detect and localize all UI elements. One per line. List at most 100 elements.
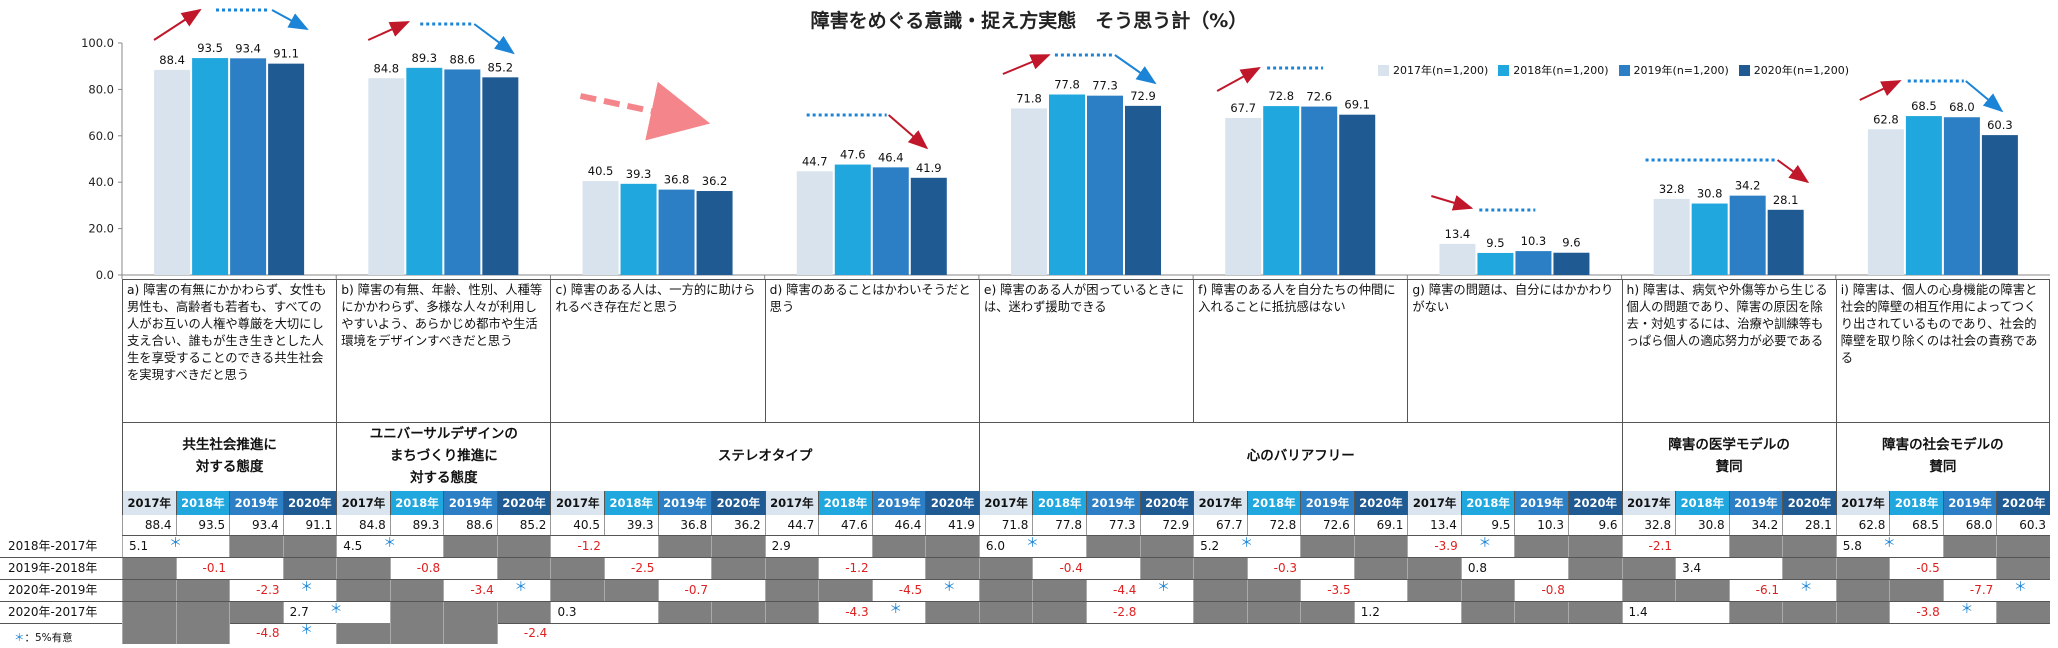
difference-value-text: -0.7 [684, 583, 708, 597]
y-tick-label: 0.0 [96, 268, 114, 280]
empty-cell [1460, 602, 1515, 623]
difference-value: 3.4 [1675, 558, 1782, 579]
chart-title: 障害をめぐる意識・捉え方実態 そう思う計（%） [810, 10, 1248, 32]
difference-value: -2.3 ＊ [229, 580, 336, 601]
difference-value: 5.8 ＊ [1835, 536, 1943, 557]
bar [1049, 94, 1085, 275]
year-header: 2020年 [1353, 491, 1408, 515]
bar [1263, 106, 1300, 275]
bar [1653, 198, 1690, 275]
increase-arrow-icon [1216, 67, 1261, 92]
empty-cell [443, 536, 497, 557]
empty-cell [122, 623, 176, 644]
difference-value: -4.8 ＊ [229, 623, 336, 644]
difference-value-text: 0.8 [1467, 561, 1487, 575]
empty-cell [175, 623, 230, 644]
difference-value-text: 2.7 [289, 605, 309, 619]
year-header: 2017年 [550, 491, 604, 515]
bar-data-label: 93.4 [235, 41, 261, 55]
significance-star-icon: ＊ [14, 632, 25, 644]
empty-cell [1889, 580, 1943, 601]
difference-value: -0.5 [1889, 558, 1996, 579]
table-value: 93.4 [229, 515, 283, 535]
bar-data-label: 69.1 [1344, 98, 1370, 112]
empty-cell [336, 558, 390, 579]
difference-value-text: -2.1 [1648, 539, 1672, 553]
empty-cell [229, 536, 283, 557]
category-label: b) 障害の有無、年齢、性別、人種等にかかわらず、多様な人々が利用しやすいよう、… [336, 280, 550, 422]
table-value: 68.5 [1889, 515, 1943, 535]
table-value: 32.8 [1621, 515, 1676, 535]
empty-cell [1621, 558, 1676, 579]
empty-cell [1782, 558, 1836, 579]
difference-cells: -2.3 ＊ -3.4 ＊ -0.7 -4.5 ＊ -4.4 ＊ -3.5 -0.8 -6.1 ＊ -7.… [122, 580, 2050, 601]
difference-value: -0.7 [657, 580, 765, 601]
table-value: 60.3 [1996, 515, 2050, 535]
empty-cell [1568, 536, 1622, 557]
difference-value-text: -3.9 [1434, 539, 1458, 553]
legend: 2017年(n=1,200) 2018年(n=1,200) 2019年(n=1,20… [1378, 62, 1849, 78]
empty-cell [496, 558, 551, 579]
year-header: 2018年 [1460, 491, 1515, 515]
bar [1225, 117, 1262, 275]
increase-arrow-icon [1859, 80, 1902, 101]
footnote-text: ：5%有意 [24, 632, 73, 644]
empty-cell [1032, 602, 1086, 623]
bar-data-label: 10.3 [1521, 234, 1547, 248]
footnote: ＊：5%有意 [14, 630, 73, 645]
empty-cell [282, 536, 337, 557]
empty-cell [496, 602, 551, 623]
difference-value: -2.4 [496, 623, 604, 644]
significance-star-icon: ＊ [1960, 602, 1974, 617]
bar-data-label: 40.5 [588, 164, 614, 178]
legend-label: 2020年(n=1,200) [1753, 64, 1850, 77]
empty-cell [1139, 536, 1194, 557]
empty-cell [1139, 558, 1194, 579]
increase-arrow-icon [153, 8, 202, 41]
empty-cell [1728, 602, 1783, 623]
empty-cell [1728, 536, 1783, 557]
table-value: 13.4 [1407, 515, 1461, 535]
empty-cell [1246, 580, 1301, 601]
difference-value: -2.8 [1086, 602, 1193, 623]
difference-value: -1.2 [818, 558, 925, 579]
difference-value-text: -4.5 [898, 583, 923, 597]
y-tick-label: 40.0 [88, 175, 114, 189]
difference-value: -6.1 ＊ [1728, 580, 1836, 601]
year-header: 2018年 [1032, 491, 1086, 515]
empty-cell [657, 536, 712, 557]
decrease-arrow-icon [271, 9, 309, 30]
difference-value-text: 4.5 [343, 539, 363, 553]
table-value: 72.8 [1246, 515, 1301, 535]
bar-data-label: 39.3 [626, 167, 652, 181]
empty-cell [336, 580, 390, 601]
empty-cell [925, 558, 979, 579]
table-value: 89.3 [389, 515, 444, 535]
table-value: 46.4 [871, 515, 926, 535]
empty-cell [1086, 536, 1140, 557]
difference-value-text: -6.1 [1755, 583, 1780, 597]
bar [1943, 117, 1980, 276]
year-header: 2017年 [1835, 491, 1890, 515]
table-value: 68.0 [1942, 515, 1997, 535]
y-tick-label: 20.0 [88, 222, 114, 236]
category-label: c) 障害のある人は、一方的に助けられるべき存在だと思う [550, 280, 764, 422]
bar-data-label: 30.8 [1697, 187, 1723, 201]
table-value: 10.3 [1514, 515, 1568, 535]
empty-cell [925, 602, 979, 623]
bar-data-label: 88.6 [450, 52, 476, 66]
difference-value: 2.7 ＊ [282, 602, 390, 623]
difference-value: 0.8 [1460, 558, 1568, 579]
bar-data-label: 77.3 [1092, 79, 1118, 93]
group-header: 心のバリアフリー [978, 421, 1622, 491]
empty-cell [389, 623, 444, 644]
difference-cells: 5.1 ＊ 4.5 ＊ -1.2 2.9 6.0 ＊ 5.2 ＊ -3.9 ＊ -2.1 5.8 ＊ [122, 536, 2050, 557]
significance-star-icon: ＊ [300, 623, 314, 638]
bar-data-label: 44.7 [802, 154, 828, 168]
bar-data-label: 34.2 [1735, 179, 1761, 193]
difference-value: 6.0 ＊ [978, 536, 1086, 557]
year-header: 2017年 [1193, 491, 1247, 515]
difference-value: 2.9 [764, 536, 872, 557]
year-header: 2018年 [1246, 491, 1301, 515]
significance-star-icon: ＊ [1799, 580, 1813, 595]
